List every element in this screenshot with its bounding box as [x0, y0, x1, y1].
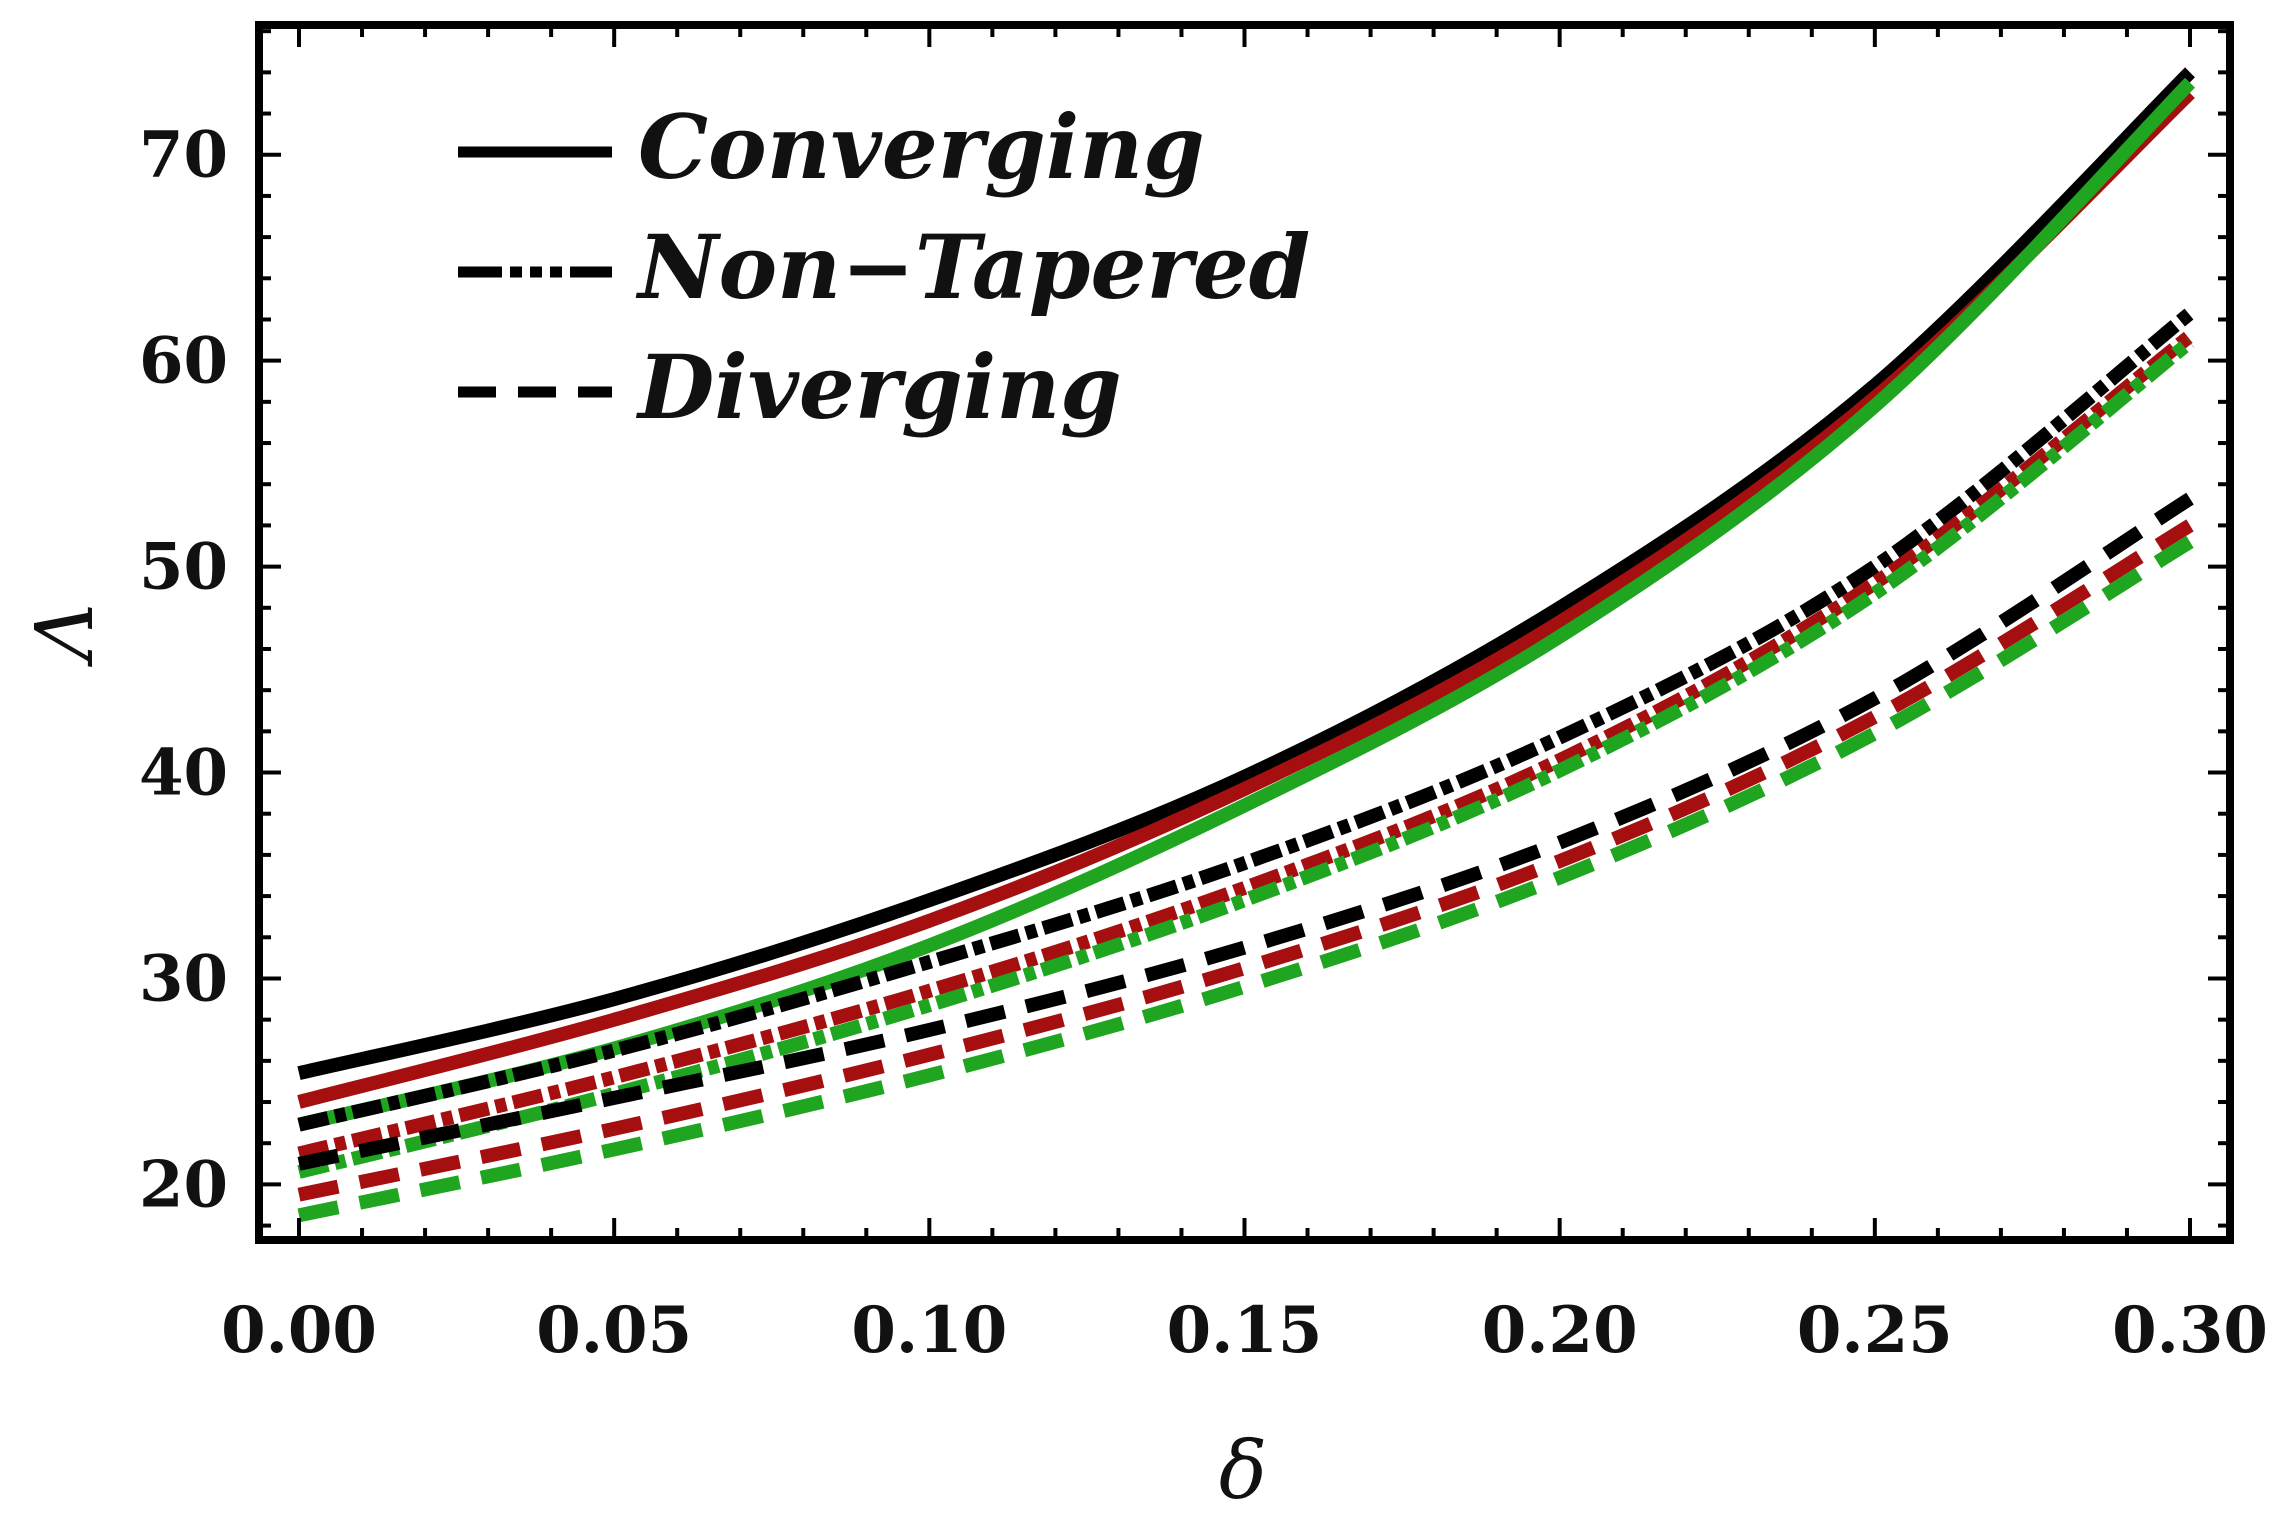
x-tick-label: 0.10 — [851, 1293, 1007, 1368]
x-tick-labels: 0.00 0.05 0.10 0.15 0.20 0.25 0.30 — [221, 1293, 2268, 1368]
legend-label-converging: Converging — [638, 95, 1205, 199]
y-axis-title: Λ — [18, 603, 111, 668]
series-converging-black — [297, 67, 2195, 1081]
y-tick-label: 60 — [139, 324, 228, 399]
y-tick-label: 30 — [139, 941, 228, 1016]
x-tick-label: 0.00 — [221, 1293, 377, 1368]
y-tick-label: 20 — [139, 1147, 228, 1222]
x-tick-label: 0.20 — [1482, 1293, 1638, 1368]
series-layer — [297, 67, 2196, 1223]
legend-label-diverging: Diverging — [635, 335, 1122, 439]
y-tick-labels: 20 30 40 50 60 70 — [139, 118, 228, 1223]
series-non-tapered-black — [297, 307, 2195, 1132]
series-non-tapered-green — [297, 336, 2195, 1179]
x-tick-label: 0.30 — [2112, 1293, 2268, 1368]
y-tick-label: 70 — [139, 118, 228, 193]
series-diverging-black — [297, 492, 2194, 1171]
legend-label-non-tapered: Non−Tapered — [635, 215, 1310, 319]
x-tick-label: 0.05 — [536, 1293, 692, 1368]
y-tick-label: 40 — [139, 736, 228, 811]
series-non-tapered-red — [297, 330, 2195, 1161]
series-diverging-red — [297, 519, 2194, 1202]
x-axis-title: δ — [1219, 1424, 1267, 1517]
x-tick-label: 0.15 — [1167, 1293, 1323, 1368]
legend: Converging Non−Tapered Diverging — [458, 95, 1310, 439]
plot-frame — [255, 21, 2234, 1244]
series-converging-green — [297, 77, 2196, 1132]
series-diverging-green — [297, 535, 2194, 1223]
y-tick-label: 50 — [139, 530, 228, 605]
x-tick-label: 0.25 — [1797, 1293, 1953, 1368]
